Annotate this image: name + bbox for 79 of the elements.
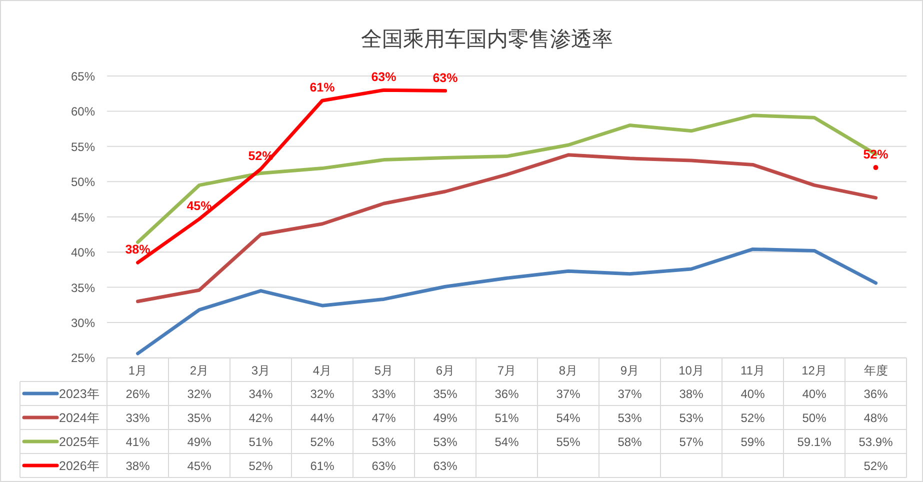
x-tick-label: 2月 (190, 364, 209, 378)
data-label: 57% (679, 435, 704, 449)
y-tick-label: 60% (70, 104, 96, 119)
annotation: 45% (186, 198, 212, 213)
data-label: 53.9% (858, 435, 894, 449)
data-label: 53% (433, 435, 458, 449)
data-label: 63% (372, 459, 396, 473)
data-label: 59% (740, 435, 766, 449)
annotation: 63% (432, 70, 458, 85)
data-label: 35% (433, 387, 458, 401)
x-tick-label: 8月 (558, 364, 578, 378)
annotation: 63% (371, 70, 396, 84)
data-label: 33% (126, 411, 150, 425)
annotation: 52% (863, 148, 888, 162)
y-tick-label: 35% (70, 280, 96, 295)
x-tick-label: 6月 (436, 364, 455, 378)
data-label: 52% (740, 411, 766, 425)
data-label: 40% (802, 387, 827, 401)
x-tick-label: 10月 (678, 364, 704, 378)
legend-label: 2024年 (59, 411, 100, 425)
data-label: 32% (187, 387, 212, 401)
data-label: 37% (618, 387, 642, 401)
data-label: 47% (372, 411, 396, 425)
data-label: 42% (248, 411, 274, 425)
data-label: 51% (494, 411, 520, 425)
data-label: 44% (310, 411, 335, 425)
data-label: 58% (618, 435, 642, 449)
annotation: 38% (125, 242, 150, 257)
data-label: 38% (679, 387, 704, 401)
data-label: 59.1% (797, 435, 832, 449)
y-tick-label: 45% (70, 210, 96, 224)
data-label: 51% (248, 435, 274, 449)
y-tick-label: 65% (70, 70, 96, 84)
x-tick-label: 12月 (802, 364, 827, 378)
x-tick-label: 7月 (497, 364, 516, 378)
y-tick-label: 55% (70, 140, 96, 154)
data-label: 49% (187, 435, 212, 449)
data-label: 33% (372, 387, 396, 401)
data-label: 63% (433, 459, 458, 473)
x-tick-label: 5月 (374, 364, 394, 378)
data-label: 35% (187, 411, 212, 425)
data-label: 54% (494, 435, 520, 449)
data-label: 61% (310, 459, 335, 473)
data-label: 45% (187, 459, 212, 473)
data-label: 26% (126, 387, 150, 401)
data-label: 54% (556, 411, 581, 425)
x-tick-label: 年度 (864, 364, 888, 378)
data-label: 36% (494, 387, 520, 401)
x-tick-label: 4月 (312, 364, 332, 378)
data-label: 52% (864, 459, 888, 473)
y-tick-label: 40% (70, 246, 96, 260)
legend-label: 2026年 (59, 459, 100, 473)
legend-label: 2023年 (59, 387, 100, 401)
data-label: 38% (126, 459, 150, 473)
title: 全国乘用车国内零售渗透率 (360, 27, 613, 51)
legend-label: 2025年 (59, 435, 100, 449)
data-label: 48% (864, 411, 888, 425)
data-label: 53% (372, 435, 396, 449)
data-label: 49% (433, 411, 458, 425)
data-label: 52% (248, 459, 274, 473)
data-label: 55% (556, 435, 581, 449)
data-label: 52% (310, 435, 335, 449)
data-label: 53% (679, 411, 704, 425)
data-label: 32% (310, 387, 335, 401)
x-tick-label: 9月 (620, 364, 640, 378)
y-tick-label: 50% (70, 175, 96, 190)
data-label: 50% (802, 411, 827, 425)
x-tick-label: 3月 (251, 364, 270, 378)
data-label: 53% (618, 411, 642, 425)
y-tick-label: 30% (70, 316, 96, 330)
x-tick-label: 11月 (740, 364, 765, 378)
data-label: 34% (248, 387, 274, 401)
annotation: 61% (310, 80, 335, 95)
data-label: 40% (740, 387, 766, 401)
x-tick-label: 1月 (128, 364, 148, 378)
data-label: 36% (864, 387, 888, 401)
y-tick-label: 25% (70, 351, 96, 366)
data-label: 41% (126, 435, 150, 449)
data-label: 37% (556, 387, 581, 401)
